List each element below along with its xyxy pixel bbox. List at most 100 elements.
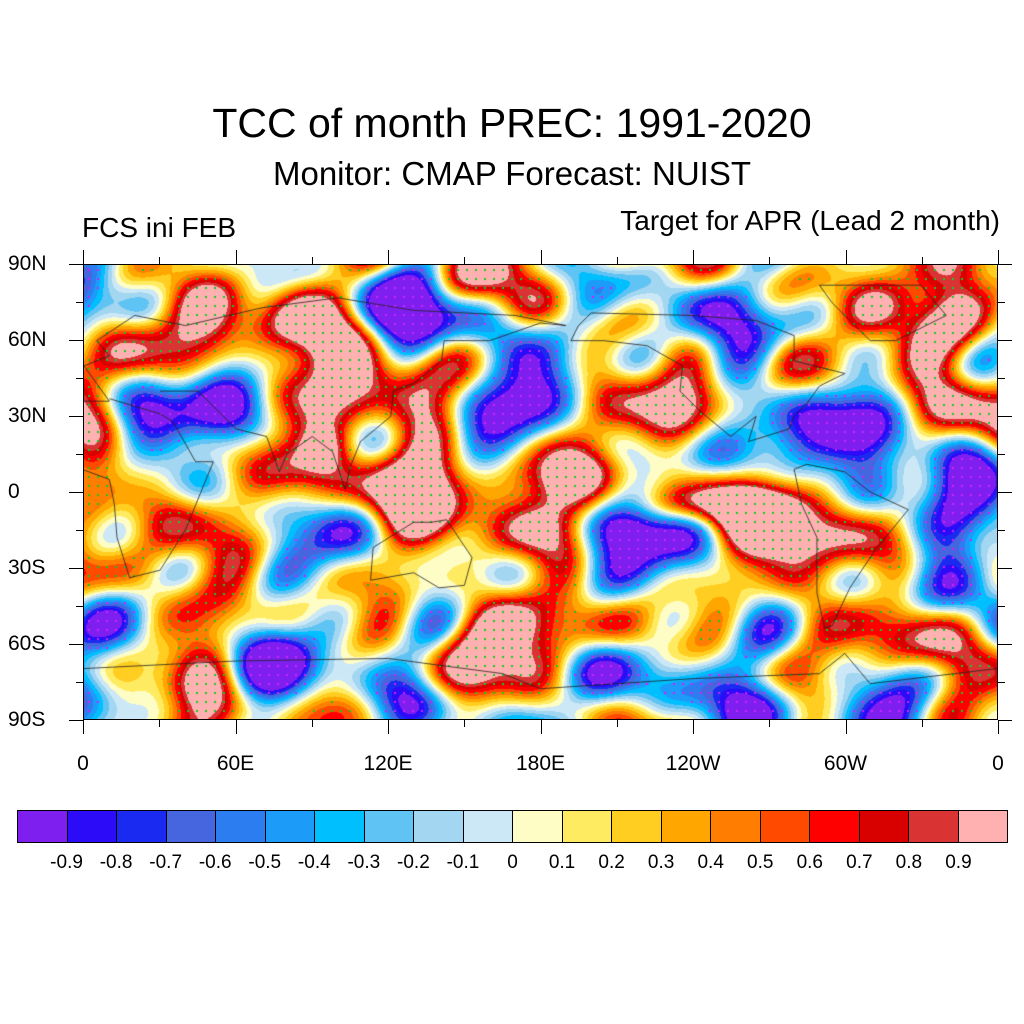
lat-tick (998, 644, 1012, 645)
colorbar-box (18, 811, 68, 842)
lon-tick (845, 720, 847, 734)
minor-tick (998, 378, 1005, 379)
lon-tick-label: 0 (992, 752, 1004, 775)
lat-tick-label: 90N (8, 252, 47, 275)
minor-tick (76, 720, 83, 721)
colorbar-box (711, 811, 761, 842)
minor-tick (845, 720, 847, 727)
minor-tick (998, 416, 1005, 417)
lat-tick-label: 30N (8, 404, 47, 427)
lat-tick-label: 30S (8, 556, 46, 579)
minor-tick (998, 302, 1005, 303)
minor-tick (998, 606, 1005, 607)
minor-tick (921, 257, 923, 264)
lon-tick-label: 60E (216, 752, 255, 775)
minor-tick (693, 720, 694, 727)
minor-tick (76, 264, 83, 265)
minor-tick (998, 720, 1005, 721)
minor-tick (998, 530, 1005, 531)
lat-tick-label: 60N (8, 328, 47, 351)
lon-tick (693, 720, 694, 734)
minor-tick (464, 257, 466, 264)
lat-tick (998, 568, 1012, 569)
minor-tick (235, 257, 237, 264)
colorbar (17, 810, 1008, 843)
colorbar-box (859, 811, 909, 842)
colorbar-label: 0.2 (598, 852, 625, 873)
minor-tick (311, 257, 313, 264)
lat-tick (998, 264, 1012, 265)
lat-tick (998, 416, 1012, 417)
colorbar-label: -0.7 (149, 852, 183, 873)
colorbar-box (265, 811, 315, 842)
colorbar-label: 0.1 (548, 852, 576, 873)
minor-tick (76, 492, 83, 493)
minor-tick (769, 257, 771, 264)
left-string: FCS ini FEB (82, 212, 237, 243)
colorbar-box (216, 811, 266, 842)
colorbar-box (513, 811, 563, 842)
colorbar-label: 0.3 (647, 852, 675, 873)
minor-tick (921, 720, 923, 727)
lat-tick (998, 720, 1012, 721)
colorbar-box (810, 811, 860, 842)
minor-tick (76, 568, 83, 569)
colorbar-label: -0.6 (198, 852, 232, 873)
colorbar-label: 0.9 (945, 852, 972, 873)
colorbar-label: -0.5 (248, 852, 282, 873)
minor-tick (998, 454, 1005, 455)
colorbar-label: 0.7 (846, 852, 873, 873)
colorbar-box (958, 811, 1007, 842)
colorbar-box (166, 811, 216, 842)
minor-tick (998, 644, 1005, 645)
minor-tick (998, 257, 999, 264)
minor-tick (76, 682, 83, 683)
minor-tick (998, 492, 1005, 493)
minor-tick (464, 720, 466, 727)
minor-tick (159, 257, 161, 264)
lat-tick-label: 60S (8, 632, 46, 655)
minor-tick (540, 720, 542, 727)
minor-tick (998, 568, 1005, 569)
lon-tick-label: 180E (515, 752, 566, 775)
minor-tick (76, 530, 83, 531)
colorbar-label: 0.4 (697, 852, 724, 873)
minor-tick (616, 720, 618, 727)
colorbar-label: -0.8 (99, 852, 133, 873)
minor-tick (76, 302, 83, 303)
minor-tick (76, 644, 83, 645)
colorbar-box (661, 811, 711, 842)
colorbar-box (760, 811, 810, 842)
colorbar-label: -0.1 (446, 852, 480, 873)
minor-tick (540, 257, 542, 264)
colorbar-label: 0.5 (747, 852, 774, 873)
colorbar-label: 0.8 (895, 852, 923, 873)
minor-tick (76, 606, 83, 607)
minor-tick (845, 257, 847, 264)
lon-tick-label: 0 (77, 752, 89, 775)
lat-tick (998, 492, 1012, 493)
minor-tick (998, 682, 1005, 683)
minor-tick (76, 340, 83, 341)
correlation-map (83, 264, 998, 720)
colorbar-label: -0.9 (50, 852, 83, 873)
minor-tick (998, 264, 1005, 265)
minor-tick (76, 416, 83, 417)
lon-tick (388, 720, 389, 734)
minor-tick (388, 720, 389, 727)
minor-tick (311, 720, 313, 727)
minor-tick (388, 257, 389, 264)
colorbar-box (67, 811, 117, 842)
colorbar-label: 0 (507, 852, 518, 873)
lat-tick-label: 0 (8, 480, 20, 503)
right-string: Target for APR (Lead 2 month) (620, 205, 1000, 236)
colorbar-box (612, 811, 662, 842)
lon-tick-label: 60W (823, 752, 868, 775)
colorbar-box (414, 811, 464, 842)
colorbar-box (117, 811, 167, 842)
colorbar-label: -0.4 (297, 852, 331, 873)
minor-tick (159, 720, 161, 727)
colorbar-box (463, 811, 513, 842)
colorbar-box (315, 811, 365, 842)
